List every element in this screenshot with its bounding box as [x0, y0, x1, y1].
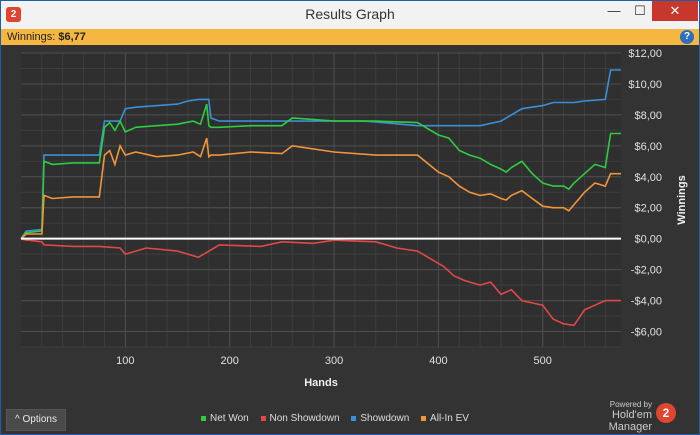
y-tick-label: $12,00 [628, 48, 662, 60]
y-axis-title: Winnings [676, 175, 688, 224]
minimize-button[interactable]: — [607, 3, 621, 18]
legend-label: All-In EV [430, 413, 469, 424]
legend-label: Net Won [210, 413, 249, 424]
brand-name: Hold'em Manager [608, 409, 652, 433]
legend-item-non-showdown[interactable]: Non Showdown [260, 413, 340, 424]
brand-logo-icon: 2 [656, 403, 676, 423]
maximize-button[interactable]: ☐ [634, 3, 646, 18]
winnings-bar: Winnings: $6,77 ? [1, 29, 699, 45]
legend-item-all-in-ev[interactable]: All-In EV [421, 413, 469, 424]
winnings-summary: Winnings: $6,77 [7, 29, 86, 45]
x-tick-label: 200 [221, 355, 239, 367]
series-line-net-won [20, 103, 621, 240]
powered-by-label: Powered by [609, 400, 652, 409]
chart-legend: Net Won Non Showdown Showdown All-In EV [201, 413, 478, 424]
close-button[interactable]: ✕ [652, 1, 698, 21]
y-tick-label: $8,00 [634, 110, 662, 122]
series-line-showdown [20, 69, 621, 240]
series-line-all-in-ev [20, 137, 621, 240]
y-tick-label: $2,00 [634, 203, 662, 215]
legend-label: Showdown [360, 413, 410, 424]
legend-item-showdown[interactable]: Showdown [351, 413, 409, 424]
legend-swatch [421, 415, 427, 421]
x-axis-title: Hands [304, 377, 338, 389]
y-tick-label: $10,00 [628, 79, 662, 91]
y-tick-label: $6,00 [634, 141, 662, 153]
graph-footer: ^ Options Net Won Non Showdown Showdown … [1, 400, 699, 434]
x-tick-label: 100 [116, 355, 134, 367]
chevron-up-icon: ^ [15, 414, 20, 425]
winnings-label: Winnings: [7, 31, 56, 43]
y-tick-label: $4,00 [634, 172, 662, 184]
x-tick-label: 500 [534, 355, 552, 367]
y-tick-label: -$4,00 [631, 296, 662, 308]
app-logo-icon: 2 [6, 7, 21, 22]
title-bar[interactable]: 2 Results Graph — ☐ ✕ [1, 1, 699, 29]
y-tick-label: -$2,00 [631, 265, 662, 277]
help-icon[interactable]: ? [680, 30, 694, 44]
brand-block: Powered by Hold'em Manager 2 [576, 400, 676, 433]
series-line-non-showdown [20, 237, 621, 327]
x-tick-label: 400 [429, 355, 447, 367]
legend-swatch [201, 415, 206, 421]
legend-swatch [351, 415, 357, 421]
options-label: Options [22, 414, 57, 425]
options-button[interactable]: ^ Options [6, 409, 66, 431]
window-title: Results Graph [305, 6, 395, 22]
legend-label: Non Showdown [269, 413, 340, 424]
y-tick-label: -$6,00 [631, 327, 662, 339]
winnings-value: $6,77 [58, 31, 86, 43]
y-tick-label: $0,00 [634, 234, 662, 246]
x-tick-label: 300 [325, 355, 343, 367]
plot-area [21, 53, 621, 347]
results-chart[interactable]: 100 200 300 400 500 $12,00 $10,00 $8,00 $6,00 $4,… [1, 45, 699, 406]
legend-swatch [260, 415, 266, 421]
legend-item-net-won[interactable]: Net Won [201, 413, 249, 424]
